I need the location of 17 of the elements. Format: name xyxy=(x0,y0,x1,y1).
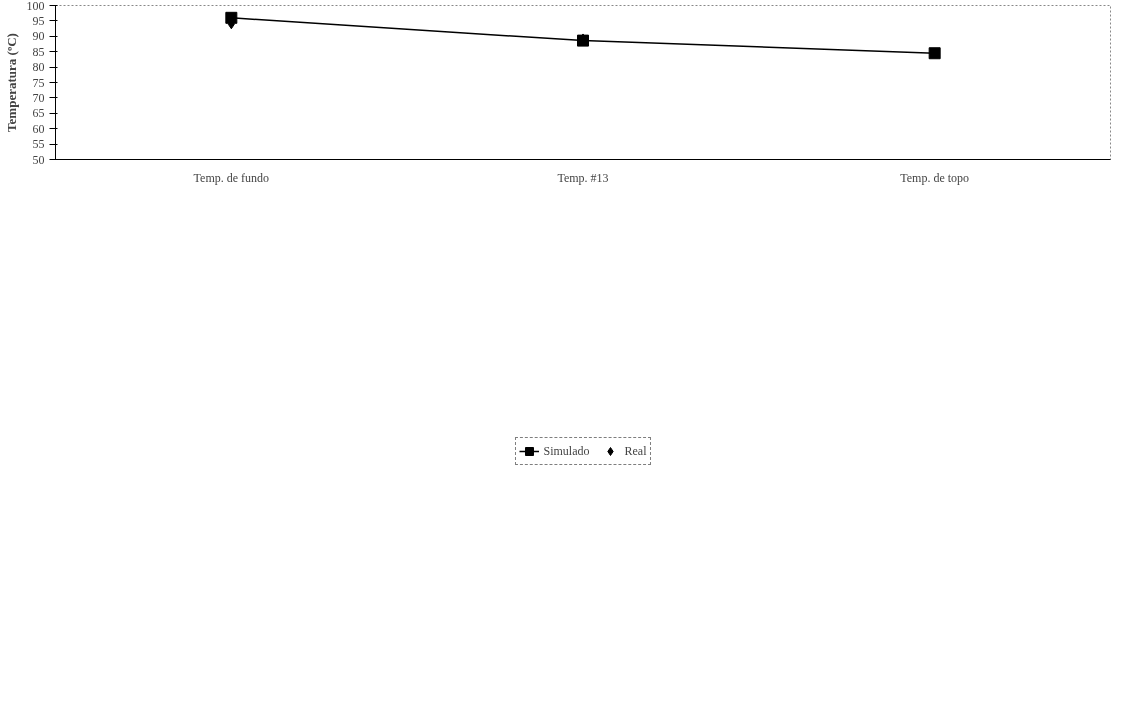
y-tick-label: 100 xyxy=(26,0,45,13)
y-tick-label: 75 xyxy=(32,75,45,90)
y-tick-label: 70 xyxy=(32,90,45,105)
x-tick-label: Temp. #13 xyxy=(557,170,609,185)
y-tick-label: 60 xyxy=(32,121,45,136)
y-tick-label: 80 xyxy=(32,60,45,75)
legend-label: Real xyxy=(624,443,647,459)
x-tick-label: Temp. de topo xyxy=(900,170,970,185)
y-tick-label: 85 xyxy=(32,44,45,59)
y-tick-label: 50 xyxy=(32,152,45,167)
y-axis-title: Temperatura (ºC) xyxy=(3,33,19,132)
x-tick-label: Temp. de fundo xyxy=(193,170,270,185)
y-tick-label: 90 xyxy=(32,29,45,44)
y-tick-label: 55 xyxy=(32,137,45,152)
y-tick-label: 65 xyxy=(32,106,45,121)
y-tick-label: 95 xyxy=(32,13,45,28)
legend-label: Simulado xyxy=(543,443,590,459)
